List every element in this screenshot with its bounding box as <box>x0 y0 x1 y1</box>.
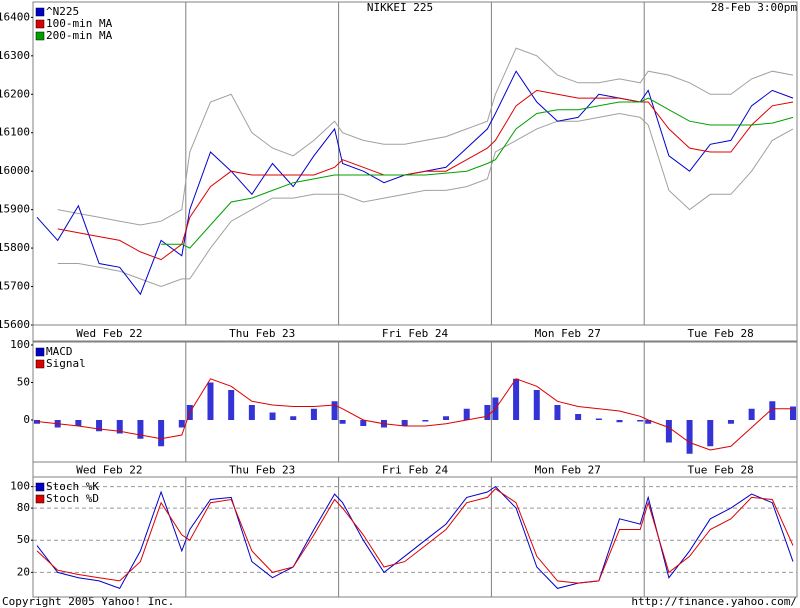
macd-bar <box>463 408 470 420</box>
series-line <box>57 47 794 226</box>
macd-bar <box>443 416 450 420</box>
legend-label: Stoch %D <box>46 492 99 505</box>
x-tick-label: Fri Feb 24 <box>382 464 449 477</box>
macd-bar <box>554 405 561 420</box>
macd-bar <box>790 406 796 420</box>
chart-title: NIKKEI 225 <box>367 1 433 14</box>
macd-bar <box>331 401 338 420</box>
copyright: Copyright 2005 Yahoo! Inc. <box>2 595 174 608</box>
source-url: http://finance.yahoo.com/ <box>631 595 797 608</box>
macd-bar <box>75 420 82 426</box>
x-tick-label: Wed Feb 22 <box>76 327 142 340</box>
series-line <box>57 89 794 261</box>
series-line <box>36 378 793 451</box>
date-band <box>32 324 798 342</box>
y-tick-label: 50 <box>17 533 30 546</box>
legend-swatch <box>35 494 45 504</box>
y-tick-label: 16400 <box>0 10 30 23</box>
y-tick-label: 16300 <box>0 49 30 62</box>
macd-bar <box>248 405 255 420</box>
macd-bar <box>727 420 734 424</box>
legend-label: MACD <box>46 345 73 358</box>
legend-swatch <box>35 31 45 41</box>
macd-bar <box>484 405 491 420</box>
macd-bar <box>158 420 165 447</box>
x-tick-label: Mon Feb 27 <box>535 464 601 477</box>
legend-label: 100-min MA <box>46 17 113 30</box>
macd-bar <box>595 418 602 420</box>
x-tick-label: Tue Feb 28 <box>687 327 753 340</box>
x-tick-label: Wed Feb 22 <box>76 464 142 477</box>
legend-swatch <box>35 19 45 29</box>
x-tick-label: Tue Feb 28 <box>687 464 753 477</box>
legend-swatch <box>35 359 45 369</box>
macd-bar <box>269 412 276 420</box>
macd-bar <box>116 420 123 434</box>
macd-bar <box>96 420 103 432</box>
x-tick-label: Thu Feb 23 <box>229 464 295 477</box>
y-tick-label: 16200 <box>0 87 30 100</box>
macd-bar <box>616 420 623 423</box>
y-tick-label: 80 <box>17 501 30 514</box>
macd-bar <box>769 401 776 420</box>
series-line <box>57 112 794 288</box>
y-tick-label: 100 <box>10 338 30 351</box>
y-tick-label: 16100 <box>0 126 30 139</box>
macd-bar <box>339 420 346 424</box>
y-tick-label: 15800 <box>0 241 30 254</box>
y-tick-label: 50 <box>17 376 30 389</box>
x-tick-label: Fri Feb 24 <box>382 327 449 340</box>
legend-label: Signal <box>46 357 86 370</box>
legend-label: 200-min MA <box>46 29 113 42</box>
macd-bar <box>707 420 714 447</box>
macd-bar <box>422 420 429 422</box>
panel-frame <box>32 476 798 598</box>
macd-bar <box>513 378 520 420</box>
y-tick-label: 0 <box>23 413 30 426</box>
legend-label: Stoch %K <box>46 480 99 493</box>
macd-bar <box>137 420 144 439</box>
y-tick-label: 20 <box>17 565 30 578</box>
y-tick-label: 15900 <box>0 203 30 216</box>
y-tick-label: 16000 <box>0 164 30 177</box>
macd-bar <box>178 420 185 428</box>
macd-bar <box>228 390 235 420</box>
y-tick-label: 100 <box>10 480 30 493</box>
x-tick-label: Thu Feb 23 <box>229 327 295 340</box>
macd-bar <box>310 408 317 420</box>
series-line <box>161 97 794 249</box>
macd-bar <box>637 420 644 422</box>
timestamp: 28-Feb 3:00pm <box>711 1 797 14</box>
legend-swatch <box>35 347 45 357</box>
macd-bar <box>207 382 214 420</box>
macd-bar <box>533 390 540 420</box>
macd-bar <box>665 420 672 443</box>
legend-label: ^N225 <box>46 5 79 18</box>
legend-swatch <box>35 482 45 492</box>
macd-bar <box>686 420 693 454</box>
macd-bar <box>575 414 582 420</box>
macd-bar <box>290 416 297 420</box>
macd-bar <box>401 420 408 426</box>
x-tick-label: Mon Feb 27 <box>535 327 601 340</box>
y-tick-label: 15600 <box>0 318 30 331</box>
macd-bar <box>360 420 367 426</box>
series-line <box>36 488 794 584</box>
macd-bar <box>645 420 652 424</box>
legend-swatch <box>35 7 45 17</box>
macd-bar <box>748 408 755 420</box>
y-tick-label: 15700 <box>0 280 30 293</box>
